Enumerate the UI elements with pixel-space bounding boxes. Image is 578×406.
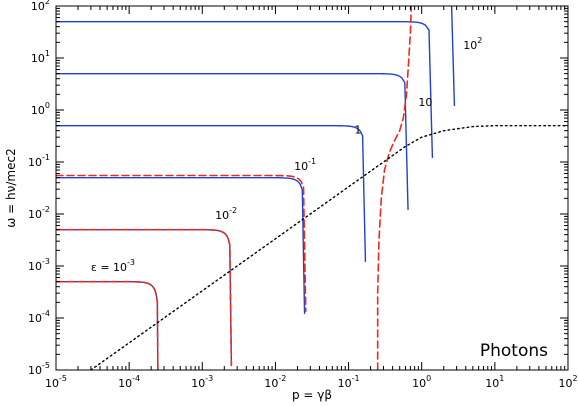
y-tick-label: 101 <box>31 49 50 65</box>
x-tick-label: 10-3 <box>191 374 213 390</box>
y-tick-label: 10-3 <box>28 257 50 273</box>
curve-label-eps-100: 102 <box>463 36 482 52</box>
x-axis-label: p = γβ <box>292 388 332 402</box>
plot-frame <box>55 5 569 371</box>
x-tick-label: 10-4 <box>118 374 140 390</box>
y-axis-label: ω = hν/mec2 <box>4 148 18 227</box>
y-tick-label: 102 <box>31 0 50 13</box>
series-solid-2 <box>56 176 306 315</box>
series-dashed-9 <box>56 174 307 313</box>
series-dashed-7 <box>56 280 159 370</box>
x-tick-label: 10-1 <box>338 374 360 390</box>
curve-label-eps-01: 10-1 <box>294 157 316 173</box>
series-dashed-10 <box>376 6 413 370</box>
y-tick-label: 10-1 <box>28 153 50 169</box>
y-tick-label: 10-5 <box>28 361 50 377</box>
x-tick-label: 10-2 <box>264 374 286 390</box>
x-axis: 10-5 10-4 10-3 10-2 10-1 100 101 102 <box>45 6 578 390</box>
curve-label-eps-10: 10 <box>418 96 432 109</box>
curve-label-eps-1: 1 <box>354 124 361 137</box>
x-tick-label: 10-5 <box>45 374 67 390</box>
panel-label-photons: Photons <box>480 341 548 361</box>
curve-label-eps-001: 10-2 <box>215 206 237 222</box>
series-dotted-11 <box>90 124 568 370</box>
series-solid-3 <box>56 124 367 263</box>
x-tick-label: 102 <box>558 374 577 390</box>
y-tick-label: 10-2 <box>28 205 50 221</box>
x-tick-label: 101 <box>485 374 504 390</box>
curve-labels: ε = 10-310-210-1110102103 <box>91 36 482 274</box>
series-layer <box>56 6 568 370</box>
curve-label-eps-0001: ε = 10-3 <box>91 258 135 274</box>
y-tick-label: 10-4 <box>28 309 50 325</box>
x-tick-label: 100 <box>412 374 431 390</box>
series-solid-5 <box>56 20 434 159</box>
series-dashed-8 <box>56 228 233 367</box>
y-tick-label: 100 <box>31 101 50 117</box>
series-solid-4 <box>56 72 409 211</box>
